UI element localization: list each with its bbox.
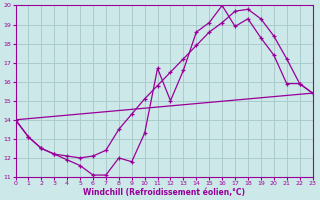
X-axis label: Windchill (Refroidissement éolien,°C): Windchill (Refroidissement éolien,°C) [83,188,245,197]
